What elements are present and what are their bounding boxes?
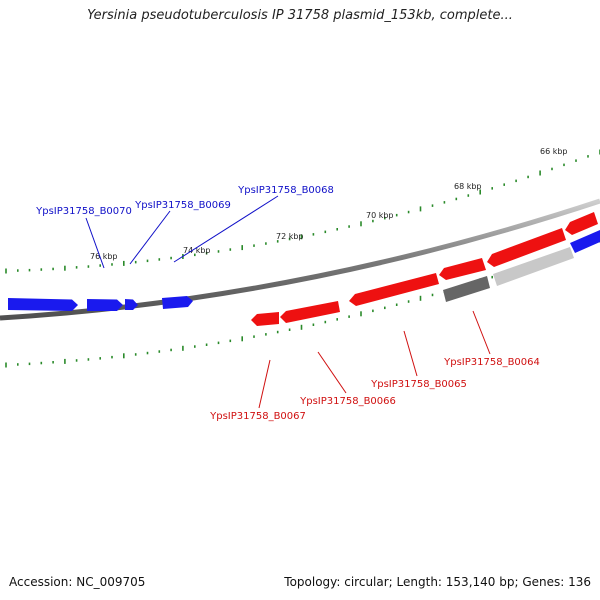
gene-feature-minus[interactable] [439, 258, 486, 280]
backbone-ring [0, 198, 600, 321]
label-leader-line [472, 310, 491, 355]
gene-feature-plus[interactable] [162, 296, 193, 309]
scale-labels: 76 kbp 74 kbp 72 kbp 70 kbp 68 kbp 66 kb… [90, 147, 568, 261]
gene-label-plus[interactable]: YpsIP31758_B0068 [237, 185, 334, 196]
gene-label-plus[interactable]: YpsIP31758_B0069 [134, 200, 231, 211]
gene-feature-plus[interactable] [87, 299, 123, 311]
label-leader-line [317, 351, 347, 394]
gene-label-plus[interactable]: YpsIP31758_B0070 [35, 206, 132, 217]
scale-label: 74 kbp [183, 246, 211, 255]
gene-feature-minus[interactable] [251, 312, 279, 326]
scale-label: 68 kbp [454, 182, 482, 191]
gene-feature-minus[interactable] [487, 228, 566, 267]
plus-strand-genes [8, 230, 600, 311]
label-leader-line [258, 359, 271, 409]
gene-label-minus[interactable]: YpsIP31758_B0066 [299, 396, 396, 407]
pseudogene-feature[interactable] [493, 247, 574, 286]
minus-gene-labels: YpsIP31758_B0064 YpsIP31758_B0065 YpsIP3… [209, 310, 540, 422]
label-leader-line [85, 217, 105, 269]
gene-feature-minus[interactable] [280, 301, 340, 323]
label-leader-line [403, 330, 418, 377]
genome-summary-text: Topology: circular; Length: 153,140 bp; … [284, 575, 591, 589]
scale-label: 66 kbp [540, 147, 568, 156]
other-features [443, 247, 574, 302]
gene-feature-minus[interactable] [565, 212, 598, 235]
outer-scale-ring [5, 149, 600, 274]
gene-feature-plus[interactable] [8, 298, 78, 311]
gene-label-minus[interactable]: YpsIP31758_B0065 [370, 379, 467, 390]
label-leader-line [129, 210, 171, 265]
label-leader-line [173, 195, 279, 263]
pseudogene-feature[interactable] [443, 276, 490, 302]
gene-feature-plus[interactable] [125, 299, 138, 310]
gene-feature-plus[interactable] [570, 230, 600, 253]
scale-label: 72 kbp [276, 232, 304, 241]
page-title: Yersinia pseudotuberculosis IP 31758 pla… [87, 8, 513, 23]
scale-label: 76 kbp [90, 252, 118, 261]
gene-feature-minus[interactable] [349, 273, 439, 306]
accession-text: Accession: NC_009705 [9, 575, 146, 589]
gene-label-minus[interactable]: YpsIP31758_B0064 [443, 357, 540, 368]
scale-label: 70 kbp [366, 211, 394, 220]
minus-strand-genes [251, 212, 598, 326]
gene-label-minus[interactable]: YpsIP31758_B0067 [209, 411, 306, 422]
plus-gene-labels: YpsIP31758_B0070 YpsIP31758_B0069 YpsIP3… [35, 185, 334, 269]
